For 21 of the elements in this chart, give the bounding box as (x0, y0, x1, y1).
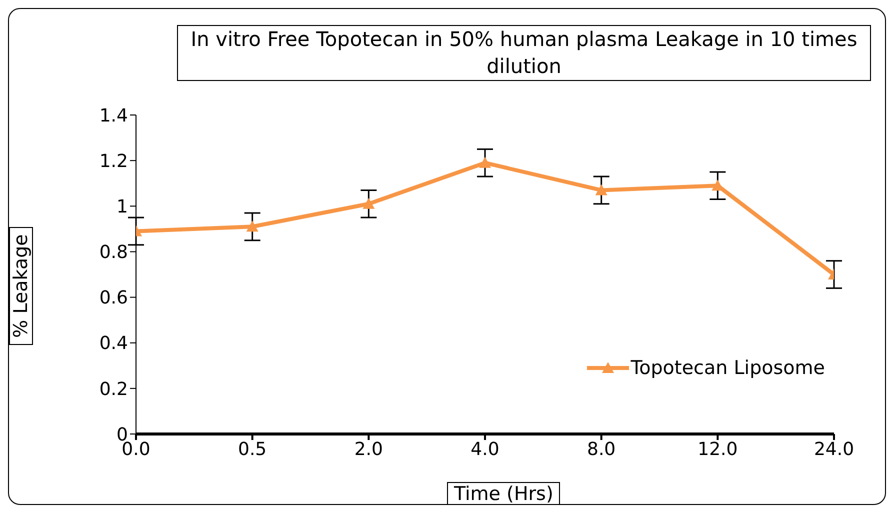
point (595, 184, 608, 196)
chart-title: In vitro Free Topotecan in 50% human plasma Leakage in 10 times dilution (177, 25, 871, 81)
x-tick-label: 0.5 (238, 438, 267, 460)
y-tick-label: 0.6 (99, 288, 128, 309)
x-tick-label: 4.0 (470, 438, 500, 460)
x-axis-title: Time (Hrs) (447, 482, 560, 506)
point (479, 156, 491, 168)
point (362, 198, 375, 209)
x-tick-label: 24.0 (814, 438, 854, 460)
y-tick-label: 1.4 (99, 105, 128, 126)
x-tick-label: 8.0 (587, 438, 616, 460)
x-tick-label: 12.0 (698, 438, 738, 460)
y-tick-label: 1 (116, 196, 128, 218)
legend-label: Topotecan Liposome (630, 357, 825, 379)
point (246, 220, 258, 232)
y-axis-title: % Leakage (9, 227, 33, 345)
x-tick-label: 2.0 (354, 438, 383, 460)
y-tick-label: 0.4 (99, 333, 128, 354)
y-tick-label: 1.2 (99, 150, 128, 172)
y-tick-label: 0.8 (99, 242, 128, 264)
y-tick-label: 0.2 (99, 378, 128, 400)
